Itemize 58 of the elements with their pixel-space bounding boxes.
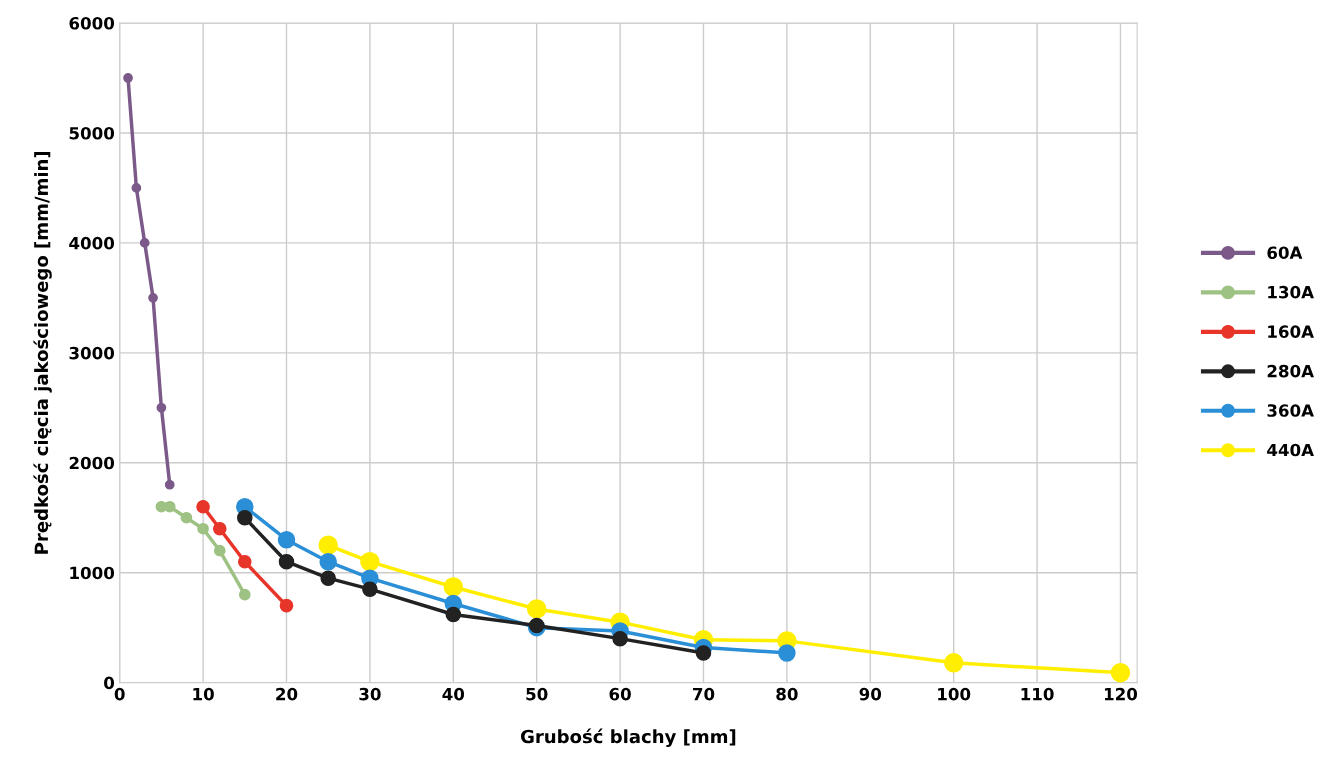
point bbox=[612, 630, 628, 647]
y-axis-title: Prędkość cięcia jakościowego [mm/min] bbox=[33, 151, 52, 554]
point bbox=[180, 511, 193, 524]
point bbox=[1110, 663, 1131, 683]
x-tick-label: 30 bbox=[359, 687, 381, 701]
y-tick-label: 4000 bbox=[69, 236, 115, 250]
point bbox=[318, 535, 338, 555]
legend-label: 160A bbox=[1268, 325, 1314, 338]
y-tick-label: 1000 bbox=[70, 566, 115, 580]
x-axis-title: Grubość blachy [mm] bbox=[520, 728, 736, 747]
legend-label: 60A bbox=[1267, 246, 1303, 259]
x-tick-label: 40 bbox=[442, 687, 465, 701]
point bbox=[778, 644, 796, 662]
point bbox=[445, 606, 462, 623]
point bbox=[123, 73, 133, 83]
legend-label: 130A bbox=[1268, 285, 1314, 299]
x-tick-label: 20 bbox=[276, 687, 298, 701]
point bbox=[943, 653, 964, 673]
point bbox=[277, 530, 296, 549]
point bbox=[238, 588, 251, 601]
point bbox=[362, 581, 378, 597]
point bbox=[360, 551, 380, 572]
point bbox=[278, 553, 295, 570]
x-tick-label: 50 bbox=[526, 687, 548, 701]
y-tick-label: 3000 bbox=[69, 346, 115, 360]
point bbox=[279, 598, 294, 613]
x-tick-label: 60 bbox=[609, 687, 631, 701]
point bbox=[156, 402, 167, 413]
point bbox=[197, 522, 209, 535]
y-tick-label: 5000 bbox=[69, 126, 115, 140]
point bbox=[148, 292, 158, 303]
legend-label: 440A bbox=[1267, 443, 1314, 457]
x-tick-label: 10 bbox=[193, 687, 214, 701]
x-tick-label: 90 bbox=[859, 687, 882, 701]
point bbox=[237, 509, 253, 526]
x-tick-label: 70 bbox=[693, 687, 715, 701]
point bbox=[319, 552, 337, 571]
x-tick-label: 80 bbox=[776, 687, 798, 701]
legend-label: 280A bbox=[1267, 364, 1314, 378]
point bbox=[695, 645, 712, 661]
x-tick-label: 100 bbox=[938, 687, 971, 701]
point bbox=[139, 238, 150, 248]
x-tick-label: 120 bbox=[1104, 687, 1138, 701]
y-tick-label: 2000 bbox=[69, 456, 115, 470]
point bbox=[164, 479, 175, 490]
y-tick-label: 0 bbox=[104, 676, 115, 690]
point bbox=[526, 599, 547, 619]
x-tick-label: 0 bbox=[114, 687, 125, 701]
legend-label: 360A bbox=[1267, 404, 1314, 417]
y-tick-label: 6000 bbox=[69, 16, 115, 30]
point bbox=[443, 577, 464, 597]
point bbox=[212, 521, 227, 536]
point bbox=[131, 183, 142, 193]
point bbox=[196, 499, 210, 514]
x-tick-label: 110 bbox=[1021, 687, 1054, 701]
point bbox=[237, 554, 252, 569]
point bbox=[320, 570, 336, 586]
point bbox=[213, 544, 226, 557]
